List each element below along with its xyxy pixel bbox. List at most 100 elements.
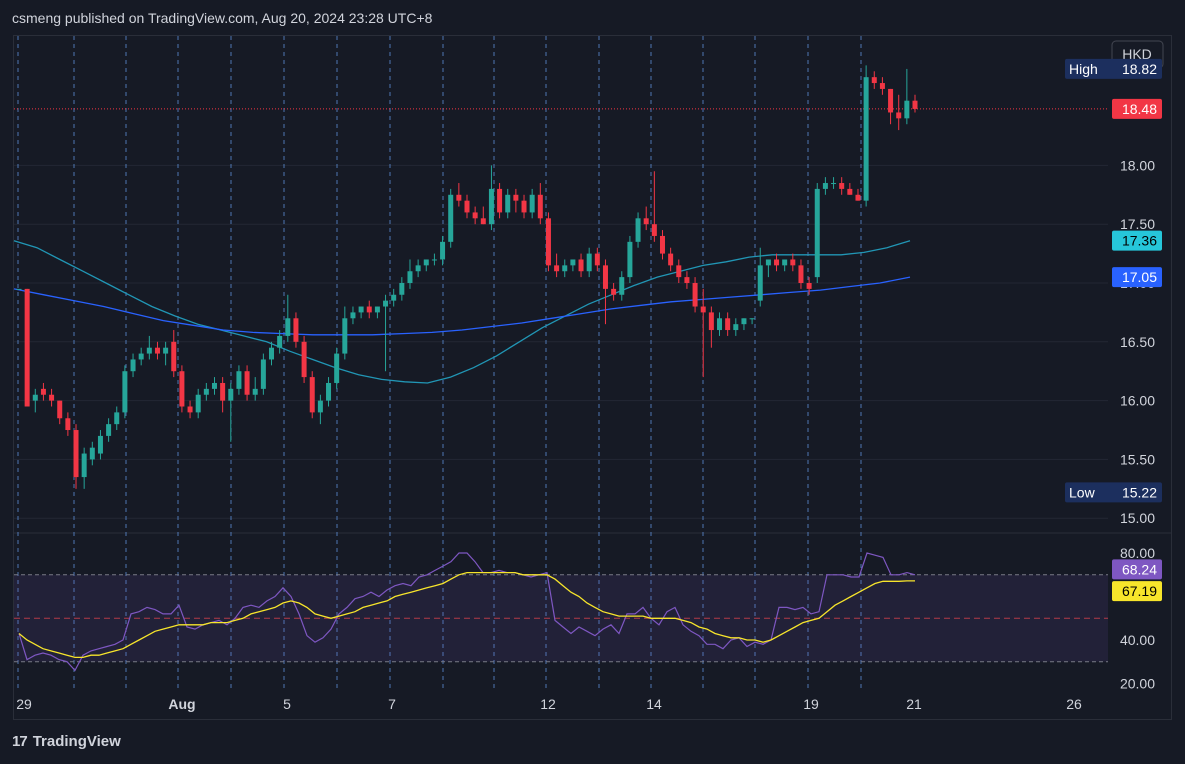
candle-body (659, 235, 665, 254)
time-tick-label: 7 (388, 696, 396, 712)
candle-body (171, 341, 177, 372)
low-tag (1065, 482, 1162, 503)
candle-body (480, 218, 486, 225)
ma-fast-tag (1112, 230, 1162, 251)
candle-body (122, 371, 128, 413)
candle-body (570, 259, 576, 266)
candle-body (228, 388, 234, 401)
candle-body (814, 188, 820, 278)
candle-body (529, 194, 535, 213)
candle-body (578, 259, 584, 272)
low-value: 15.22 (1122, 484, 1157, 500)
candle-body (32, 394, 38, 401)
price-tick-label: 15.50 (1120, 451, 1155, 467)
candle-body (733, 324, 739, 331)
low-label: Low (1069, 484, 1096, 500)
tradingview-logo-icon: 17 (12, 733, 28, 750)
candle-body (40, 388, 46, 395)
candle-body (49, 394, 55, 401)
candle-body (790, 259, 796, 266)
rsi-ma-line (18, 571, 915, 659)
rsi-tick-label: 80.00 (1120, 545, 1155, 561)
candle-body (822, 183, 828, 189)
candle-body (904, 100, 910, 119)
candle-body (708, 312, 714, 331)
candle-body (725, 318, 731, 331)
candle-body (692, 283, 698, 307)
candle-body (358, 306, 364, 313)
candle-body (293, 318, 299, 342)
candle-body (741, 318, 747, 325)
candle-body (244, 371, 250, 395)
candle-body (464, 200, 470, 213)
candle-body (488, 188, 494, 225)
candle-body (97, 435, 103, 454)
candle-body (602, 265, 608, 289)
candle-body (106, 424, 112, 436)
price-tick-label: 17.50 (1120, 216, 1155, 232)
price-tick-label: 16.50 (1120, 334, 1155, 350)
candle-body (65, 418, 71, 431)
candle-body (497, 188, 503, 213)
candle-body (765, 259, 771, 266)
candle-body (749, 318, 755, 320)
candle-body (391, 294, 397, 301)
candle-body (651, 224, 657, 236)
candle-body (154, 347, 160, 354)
currency-label: HKD (1122, 46, 1152, 62)
candle-body (839, 183, 845, 189)
candle-body (472, 212, 478, 219)
ma-fast-value: 17.36 (1122, 233, 1157, 249)
candle-body (220, 382, 226, 401)
candle-body (676, 265, 682, 278)
candle-body (195, 394, 201, 413)
rsi-value: 68.24 (1122, 561, 1157, 577)
high-value: 18.82 (1122, 61, 1157, 77)
candle-body (586, 253, 592, 272)
time-tick-label: 12 (540, 696, 556, 712)
rsi-tick-label: 20.00 (1120, 675, 1155, 691)
candle-body (146, 347, 152, 354)
last-price-value: 18.48 (1122, 101, 1157, 117)
candle-body (554, 265, 560, 272)
candle-body (285, 318, 291, 336)
candle-body (326, 382, 332, 401)
candle-body (847, 188, 853, 195)
candle-body (203, 388, 209, 395)
candle-body (187, 406, 193, 413)
candle-body (888, 88, 894, 113)
candle-body (505, 194, 511, 213)
candle-body (57, 400, 63, 419)
candle-body (635, 218, 641, 242)
time-tick-label: 21 (906, 696, 922, 712)
publish-header: csmeng published on TradingView.com, Aug… (12, 10, 433, 26)
candle-body (301, 341, 307, 378)
candle-body (562, 265, 568, 272)
candle-body (513, 194, 519, 201)
candle-body (879, 83, 885, 89)
candle-body (545, 218, 551, 266)
candle-body (537, 194, 543, 219)
price-tick-label: 18.00 (1120, 157, 1155, 173)
candle-body (399, 283, 405, 295)
candle-body (342, 318, 348, 354)
candle-body (252, 388, 258, 395)
candle-body (798, 265, 804, 283)
candle-body (448, 194, 454, 242)
candle-body (831, 183, 837, 185)
candle-body (643, 218, 649, 225)
candle-body (440, 241, 446, 260)
candle-body (415, 265, 421, 272)
tradingview-footer[interactable]: 17 TradingView (12, 733, 121, 750)
time-tick-label: Aug (168, 696, 195, 712)
candle-body (423, 259, 429, 266)
candle-body (611, 288, 617, 295)
candle-body (309, 377, 315, 413)
rsi-ma-tag (1112, 581, 1162, 602)
high-tag (1065, 58, 1162, 79)
rsi-ma-value: 67.19 (1122, 583, 1157, 599)
candle-body (81, 453, 87, 478)
candle-body (73, 430, 79, 478)
candle-body (912, 100, 918, 109)
